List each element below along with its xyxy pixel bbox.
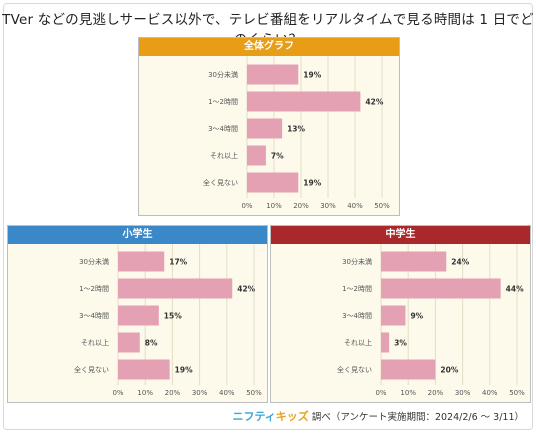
value-label: 7% [271, 152, 284, 161]
value-label: 19% [303, 71, 321, 80]
bar [247, 145, 266, 166]
bar-chart-middle-school: 0% 10% 20% 30% 40% 50% 30分未満 24% 1～2時間 44% 3～4時間 9%… [337, 244, 525, 397]
x-tick-label: 30% [320, 202, 336, 210]
bar [381, 332, 390, 353]
category-label: 全く見ない [203, 178, 238, 187]
category-label: 3～4時間 [79, 312, 109, 320]
category-label: 3～4時間 [208, 125, 238, 133]
x-tick-label: 40% [482, 389, 498, 397]
x-tick-label: 40% [347, 202, 363, 210]
x-tick-label: 10% [400, 389, 416, 397]
category-label: 1～2時間 [208, 98, 238, 106]
chart-panel-overall: 全体グラフ 0% 10% 20% 30% 40% 50% 30分未満 19% 1～2時間 42% 3… [138, 37, 400, 216]
category-label: 全く見ない [337, 365, 372, 374]
bar [381, 359, 436, 380]
value-label: 19% [303, 179, 321, 188]
x-tick-label: 20% [428, 389, 444, 397]
bar [118, 251, 165, 272]
bar [381, 305, 406, 326]
category-label: 30分未満 [208, 70, 238, 79]
category-label: 3～4時間 [342, 312, 372, 320]
bar [118, 278, 233, 299]
category-label: それ以上 [210, 151, 238, 160]
bar-chart-overall: 0% 10% 20% 30% 40% 50% 30分未満 19% 1～2時間 42% 3～4時間 13… [203, 56, 390, 210]
x-tick-label: 10% [266, 202, 282, 210]
bar [247, 172, 299, 193]
x-tick-label: 50% [509, 389, 525, 397]
x-tick-label: 0% [241, 202, 252, 210]
value-label: 20% [440, 366, 458, 375]
category-label: 1～2時間 [342, 285, 372, 293]
x-tick-label: 40% [219, 389, 235, 397]
x-tick-label: 10% [137, 389, 153, 397]
x-tick-label: 50% [246, 389, 262, 397]
brand-kids: キッズ [275, 410, 309, 423]
value-label: 15% [164, 312, 182, 321]
x-tick-label: 0% [112, 389, 123, 397]
value-label: 17% [169, 258, 187, 267]
category-label: 全く見ない [74, 365, 109, 374]
bar [247, 118, 283, 139]
value-label: 24% [451, 258, 469, 267]
category-label: 30分未満 [342, 257, 372, 266]
x-tick-label: 20% [165, 389, 181, 397]
x-tick-label: 50% [374, 202, 390, 210]
bar [381, 278, 501, 299]
brand-nifty: ニフティ [232, 410, 276, 423]
x-tick-label: 20% [293, 202, 309, 210]
bar [118, 332, 140, 353]
survey-period: 調べ（アンケート実施期間：2024/2/6 ～ 3/11） [311, 412, 524, 423]
value-label: 42% [237, 285, 255, 294]
category-label: それ以上 [81, 338, 109, 347]
bar-chart-elementary: 0% 10% 20% 30% 40% 50% 30分未満 17% 1～2時間 42% 3～4時間 15… [74, 244, 262, 397]
value-label: 8% [145, 339, 158, 348]
value-label: 3% [394, 339, 407, 348]
chart-panel-middle-school: 中学生 0% 10% 20% 30% 40% 50% 30分未満 24% 1～2時間 44% 3～4… [270, 225, 531, 403]
bar [118, 305, 159, 326]
footer-credit: ニフティキッズ 調べ（アンケート実施期間：2024/2/6 ～ 3/11） [232, 408, 524, 424]
x-tick-label: 0% [375, 389, 386, 397]
panel-header-elementary: 小学生 [8, 226, 267, 244]
panel-header-middle-school: 中学生 [271, 226, 530, 244]
value-label: 19% [175, 366, 193, 375]
category-label: それ以上 [344, 338, 372, 347]
value-label: 13% [287, 125, 305, 134]
value-label: 42% [365, 98, 383, 107]
bar [381, 251, 447, 272]
value-label: 44% [506, 285, 524, 294]
bar [247, 64, 299, 85]
x-tick-label: 30% [192, 389, 208, 397]
value-label: 9% [410, 312, 423, 321]
category-label: 30分未満 [79, 257, 109, 266]
category-label: 1～2時間 [79, 285, 109, 293]
panel-header-overall: 全体グラフ [139, 38, 399, 56]
chart-panel-elementary: 小学生 0% 10% 20% 30% 40% 50% 30分未満 17% 1～2時間 42% 3～4… [7, 225, 268, 403]
bar [118, 359, 170, 380]
bar [247, 91, 361, 112]
x-tick-label: 30% [455, 389, 471, 397]
